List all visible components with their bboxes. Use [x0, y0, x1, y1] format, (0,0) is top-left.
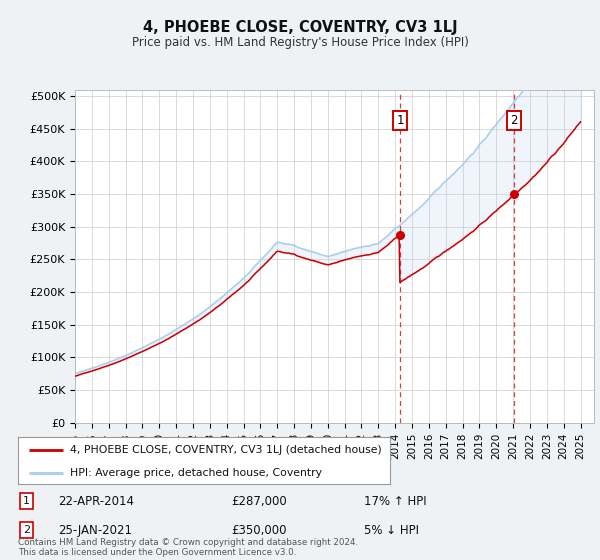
- Text: £350,000: £350,000: [231, 524, 287, 537]
- Text: 25-JAN-2021: 25-JAN-2021: [58, 524, 133, 537]
- Text: 4, PHOEBE CLOSE, COVENTRY, CV3 1LJ (detached house): 4, PHOEBE CLOSE, COVENTRY, CV3 1LJ (deta…: [70, 445, 382, 455]
- Text: Price paid vs. HM Land Registry's House Price Index (HPI): Price paid vs. HM Land Registry's House …: [131, 36, 469, 49]
- Text: 22-APR-2014: 22-APR-2014: [58, 494, 134, 508]
- Text: 4, PHOEBE CLOSE, COVENTRY, CV3 1LJ: 4, PHOEBE CLOSE, COVENTRY, CV3 1LJ: [143, 20, 457, 35]
- Text: 1: 1: [23, 496, 30, 506]
- Text: 1: 1: [397, 114, 404, 127]
- Text: 17% ↑ HPI: 17% ↑ HPI: [364, 494, 426, 508]
- Text: HPI: Average price, detached house, Coventry: HPI: Average price, detached house, Cove…: [70, 468, 322, 478]
- Text: Contains HM Land Registry data © Crown copyright and database right 2024.
This d: Contains HM Land Registry data © Crown c…: [18, 538, 358, 557]
- Text: £287,000: £287,000: [231, 494, 287, 508]
- Text: 2: 2: [23, 525, 30, 535]
- Text: 2: 2: [511, 114, 518, 127]
- Text: 5% ↓ HPI: 5% ↓ HPI: [364, 524, 419, 537]
